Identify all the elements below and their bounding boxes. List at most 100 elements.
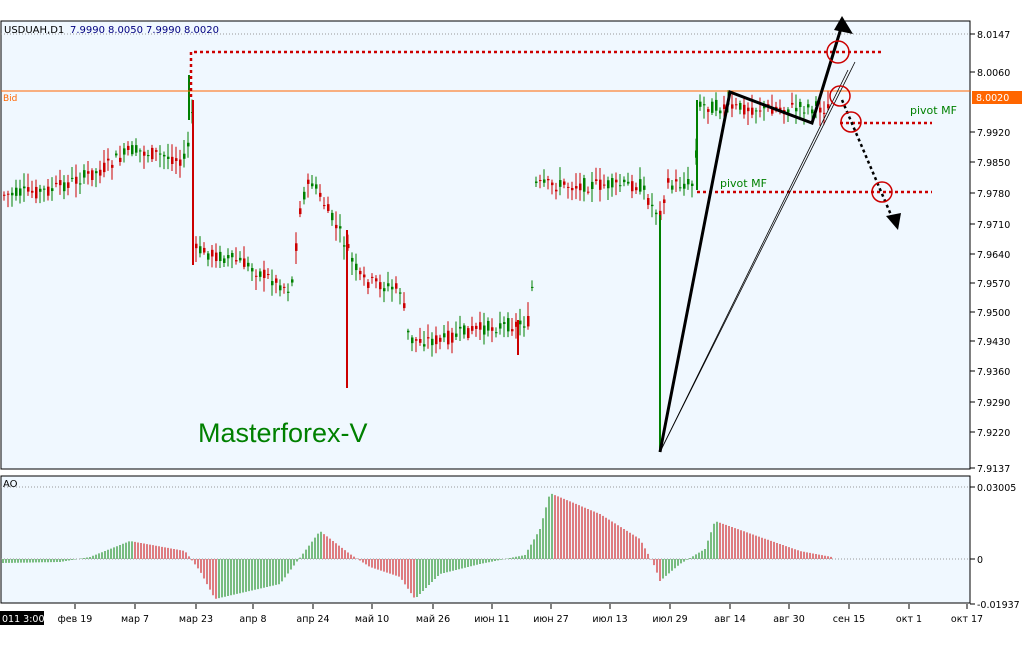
candle-body: [115, 153, 118, 156]
candle-body: [171, 156, 174, 164]
candle-body: [435, 335, 438, 345]
y-tick-label: 8.0060: [977, 68, 1010, 79]
x-tick-label: июн 11: [474, 614, 510, 625]
candle-body: [691, 183, 694, 187]
candle-body: [235, 260, 238, 262]
candle-body: [19, 188, 22, 196]
candle-body: [483, 325, 486, 335]
candle-body: [523, 326, 526, 328]
candle-body: [11, 192, 14, 196]
high-value: 8.0050: [108, 25, 143, 36]
ao-tick-label: 0.03005: [977, 483, 1016, 494]
candle-body: [751, 107, 754, 115]
candle-body: [247, 262, 250, 267]
candle-body: [95, 171, 98, 174]
candle-body: [127, 145, 130, 150]
candle-body: [255, 275, 258, 277]
bid-price-badge: [972, 91, 1022, 104]
trendline-thin-1: [659, 61, 856, 453]
time-axis: [0, 604, 971, 649]
resistance-line: [189, 50, 882, 97]
target-circle-3: [840, 111, 862, 133]
candle-body: [331, 212, 334, 221]
candle-body: [547, 178, 550, 181]
candle-body: [579, 183, 582, 191]
candle-body: [219, 251, 222, 262]
watermark-text: Masterforex-V: [198, 418, 368, 448]
candle-body: [707, 109, 710, 112]
candle-body: [407, 330, 410, 333]
candle-body: [359, 270, 362, 275]
candle-body: [243, 258, 246, 267]
candle-body: [799, 101, 802, 108]
x-tick-label: фев 19: [58, 614, 93, 625]
x-tick-label: июл 29: [652, 614, 687, 625]
candle-body: [575, 186, 578, 189]
symbol-label: USDUAH,D1: [4, 25, 64, 36]
candle-body: [87, 171, 90, 174]
ao-tick-label: -0.01937: [977, 600, 1020, 611]
candle-body: [7, 193, 10, 195]
candle-body: [387, 283, 390, 287]
candle-body: [43, 188, 46, 190]
candle-body: [39, 188, 42, 192]
candle-body: [119, 157, 122, 162]
x-tick-label: мар 23: [179, 614, 213, 625]
candle-body: [827, 104, 830, 109]
candle-body: [147, 155, 150, 157]
candle-body: [311, 183, 314, 187]
candle-body: [791, 102, 794, 105]
x-tick-label: июн 27: [533, 614, 569, 625]
candle-body: [651, 204, 654, 207]
candle-body: [587, 191, 590, 193]
candle-body: [447, 330, 450, 345]
candle-body: [355, 263, 358, 271]
candle-body: [527, 316, 530, 327]
candle-body: [239, 257, 242, 261]
candle-body: [203, 247, 206, 253]
candle-body: [207, 253, 210, 260]
pivot-label-upper: pivot MF: [910, 104, 957, 117]
x-tick-label: авг 14: [714, 614, 746, 625]
candle-body: [623, 179, 626, 183]
candle-body: [259, 271, 262, 277]
candle-body: [79, 183, 82, 185]
candle-body: [759, 110, 762, 112]
x-tick-label: май 26: [416, 614, 450, 625]
candle-body: [771, 108, 774, 114]
x-tick-label: апр 24: [296, 614, 329, 625]
candle-body: [175, 158, 178, 162]
candle-body: [339, 226, 342, 229]
candle-body: [735, 104, 738, 106]
candle-body: [71, 177, 74, 179]
candle-body: [75, 176, 78, 184]
y-tick-label: 7.9290: [977, 398, 1010, 409]
candle-body: [275, 278, 278, 283]
candle-body: [511, 329, 514, 332]
time-badge: [0, 611, 44, 625]
candle-body: [559, 180, 562, 187]
candle-body: [167, 156, 170, 159]
candle-body: [479, 322, 482, 330]
candle-body: [51, 188, 54, 192]
candle-body: [607, 180, 610, 189]
candle-body: [267, 273, 270, 276]
x-tick-label: окт 17: [951, 614, 983, 625]
candle-body: [551, 182, 554, 186]
open-value: 7.9990: [70, 25, 105, 36]
ao-title: AO: [3, 479, 18, 490]
candle-body: [67, 182, 70, 188]
candle-body: [699, 101, 702, 107]
candle-body: [703, 104, 706, 106]
candle-body: [627, 181, 630, 184]
candle-body: [375, 278, 378, 282]
candle-body: [411, 337, 414, 344]
candle-body: [107, 158, 110, 161]
candle-body: [731, 104, 734, 109]
candle-body: [327, 204, 330, 211]
candle-body: [503, 322, 506, 325]
candle-body: [459, 326, 462, 329]
candle-body: [543, 179, 546, 183]
candle-body: [271, 281, 274, 286]
